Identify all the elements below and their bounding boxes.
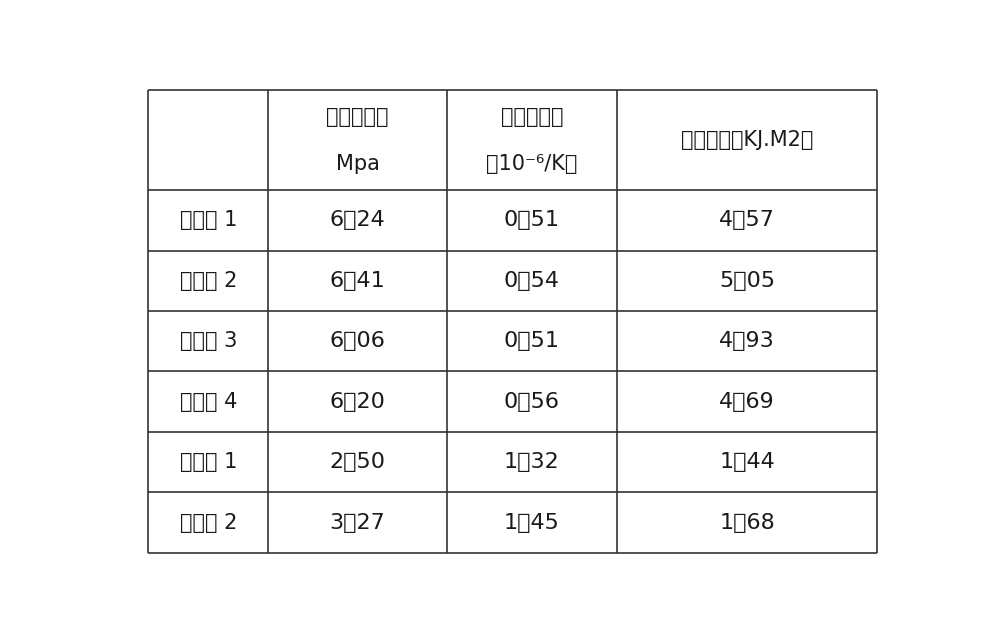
Text: 断裂韧性值

Mpa: 断裂韧性值 Mpa: [326, 107, 389, 174]
Text: 4．57: 4．57: [719, 210, 775, 231]
Text: 1．32: 1．32: [504, 452, 560, 472]
Text: 5．05: 5．05: [719, 271, 775, 291]
Text: 实施例 3: 实施例 3: [180, 331, 237, 351]
Text: 冲击韧性（KJ.M2）: 冲击韧性（KJ.M2）: [681, 130, 813, 150]
Text: 4．69: 4．69: [719, 392, 775, 411]
Text: 对比例 2: 对比例 2: [180, 513, 237, 533]
Text: 对比例 1: 对比例 1: [180, 452, 237, 472]
Text: 0．54: 0．54: [504, 271, 560, 291]
Text: 0．56: 0．56: [504, 392, 560, 411]
Text: 热膨胀系数

（10⁻⁶/K）: 热膨胀系数 （10⁻⁶/K）: [486, 107, 578, 174]
Text: 0．51: 0．51: [504, 210, 560, 231]
Text: 3．27: 3．27: [330, 513, 385, 533]
Text: 6．24: 6．24: [330, 210, 385, 231]
Text: 实施例 2: 实施例 2: [180, 271, 237, 291]
Text: 2．50: 2．50: [330, 452, 386, 472]
Text: 1．44: 1．44: [719, 452, 775, 472]
Text: 1．45: 1．45: [504, 513, 560, 533]
Text: 6．20: 6．20: [330, 392, 385, 411]
Text: 实施例 4: 实施例 4: [180, 392, 237, 411]
Text: 0．51: 0．51: [504, 331, 560, 351]
Text: 实施例 1: 实施例 1: [180, 210, 237, 231]
Text: 4．93: 4．93: [719, 331, 775, 351]
Text: 6．41: 6．41: [330, 271, 385, 291]
Text: 6．06: 6．06: [330, 331, 385, 351]
Text: 1．68: 1．68: [719, 513, 775, 533]
